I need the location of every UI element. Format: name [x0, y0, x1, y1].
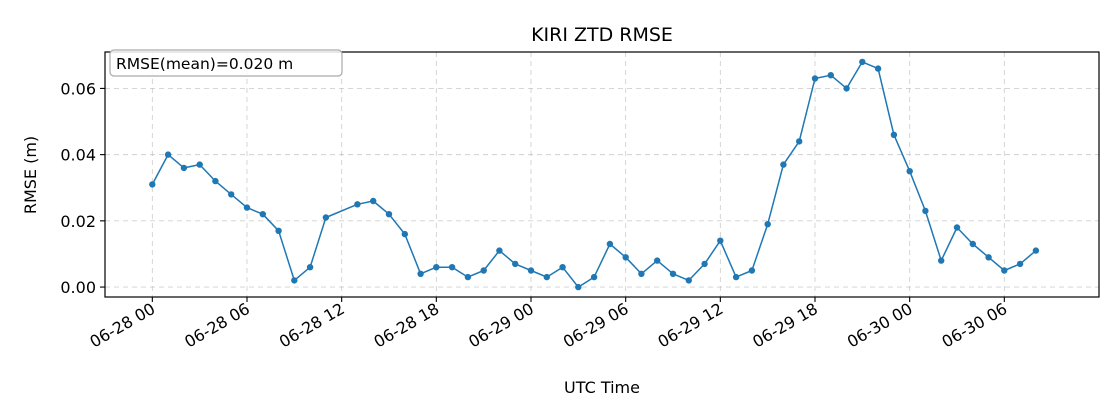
data-point [811, 75, 819, 82]
x-tick-label: 06-28 06 [181, 299, 253, 351]
x-tick-label: 06-30 00 [844, 299, 916, 351]
data-point [212, 177, 219, 185]
data-point [543, 273, 550, 281]
data-point [906, 168, 913, 175]
data-point [985, 254, 992, 261]
mean-rmse-annotation: RMSE(mean)=0.020 m [109, 49, 343, 77]
data-point [322, 214, 330, 221]
data-point [717, 237, 724, 244]
data-point [1016, 260, 1024, 268]
data-point [606, 240, 614, 248]
y-tick-label: 0.06 [60, 79, 96, 98]
data-point [401, 230, 408, 238]
annotation-text: RMSE(mean)=0.020 m [116, 55, 293, 73]
axes-layer: 06-28 00 06-28 06 06-28 12 06-28 18 06-29 00… [60, 51, 1100, 351]
data-point [291, 277, 298, 284]
data-point [796, 138, 803, 145]
data-point [922, 207, 929, 215]
data-point [385, 211, 393, 218]
data-point [1032, 247, 1040, 254]
data-point [275, 227, 282, 234]
data-point [243, 204, 251, 211]
data-point [575, 283, 582, 291]
data-point [559, 264, 566, 271]
grid-layer [105, 52, 1099, 297]
data-point [859, 58, 866, 66]
data-point [890, 131, 898, 138]
series-layer [149, 58, 1040, 291]
data-point [953, 224, 961, 231]
data-point [780, 161, 787, 168]
data-point [527, 267, 535, 274]
data-point [448, 264, 456, 271]
plot-frame [104, 51, 1100, 298]
x-tick-label: 06-30 06 [939, 299, 1011, 351]
data-point [180, 164, 188, 172]
x-tick-label: 06-29 06 [560, 299, 632, 351]
data-point [228, 191, 235, 198]
x-tick-label: 06-29 00 [465, 299, 537, 351]
data-point [843, 85, 850, 92]
data-point [480, 267, 487, 274]
data-point [685, 277, 692, 284]
data-point [149, 181, 156, 188]
data-point [259, 211, 266, 218]
data-point [654, 257, 661, 264]
data-point [306, 264, 314, 271]
data-point [164, 151, 172, 158]
x-tick-label: 06-29 18 [749, 299, 821, 351]
y-tick-label: 0.04 [60, 146, 96, 165]
y-tick-label: 0.00 [60, 278, 96, 297]
data-point [669, 270, 677, 277]
data-point [748, 267, 756, 274]
data-point [370, 197, 377, 205]
x-tick-label: 06-28 12 [276, 299, 348, 351]
data-point [354, 201, 361, 208]
data-point [433, 264, 440, 271]
x-tick-label: 06-28 18 [371, 299, 443, 351]
data-point [701, 260, 708, 268]
data-point [874, 65, 882, 72]
x-tick-label: 06-29 12 [655, 299, 727, 351]
data-point [969, 240, 976, 248]
data-point [496, 247, 503, 254]
data-point [464, 273, 472, 281]
series-line [151, 61, 1037, 288]
data-point [638, 270, 645, 277]
data-point [938, 257, 945, 264]
data-point [827, 72, 834, 79]
chart-title: KIRI ZTD RMSE [531, 24, 673, 46]
data-point [732, 273, 740, 281]
data-point [196, 161, 203, 168]
y-tick-label: 0.02 [60, 212, 96, 231]
x-axis-label: UTC Time [564, 378, 640, 397]
y-axis-label: RMSE (m) [21, 136, 40, 214]
data-point [1001, 267, 1008, 274]
data-point [764, 221, 771, 228]
x-tick-label: 06-28 00 [87, 299, 159, 351]
annotation-box-frame [109, 49, 343, 77]
data-point [417, 270, 424, 277]
data-point [512, 260, 519, 268]
data-point [622, 254, 629, 261]
data-point [590, 273, 598, 281]
